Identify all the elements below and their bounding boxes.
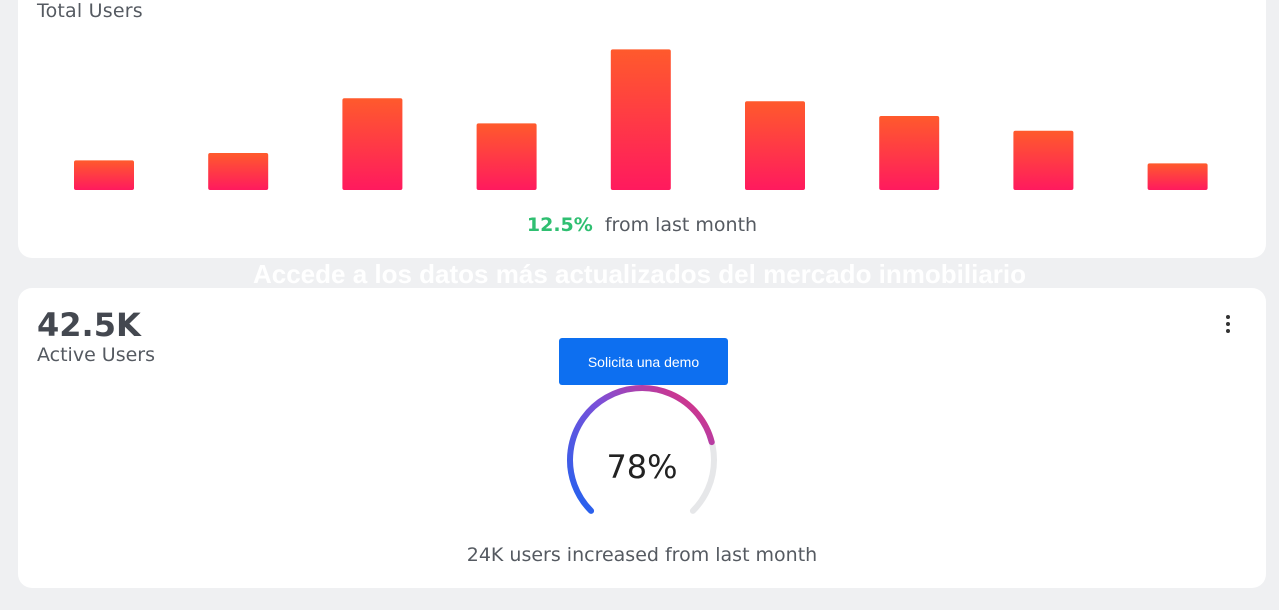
- bar-6: [745, 101, 805, 190]
- change-percent: 12.5%: [526, 214, 593, 236]
- bar-4: [476, 123, 537, 190]
- bar-2: [208, 153, 269, 190]
- active-users-value: 42.5K: [37, 306, 141, 344]
- bar-8: [1013, 130, 1074, 190]
- active-users-footer: 24K users increased from last month: [466, 544, 818, 566]
- active-users-label: Active Users: [37, 344, 156, 366]
- active-users-card: 42.5K Active Users Solicita una demo 78%…: [18, 288, 1266, 588]
- gauge-percent: 78%: [606, 448, 678, 486]
- active-users-gauge: [567, 385, 717, 514]
- change-text: from last month: [604, 214, 758, 236]
- more-vertical-icon[interactable]: [1218, 312, 1238, 338]
- bar-1: [74, 160, 134, 190]
- total-users-change: 12.5% from last month: [18, 214, 1266, 236]
- request-demo-button[interactable]: Solicita una demo: [559, 338, 728, 385]
- banner-heading: Accede a los datos más actualizados del …: [252, 259, 1027, 289]
- total-users-bar-chart: [74, 49, 1208, 191]
- total-users-card: Total Users 12.5% from last month: [18, 0, 1266, 258]
- bar-5: [610, 49, 671, 191]
- bar-3: [342, 98, 403, 190]
- gauge-fill: [567, 385, 715, 514]
- bar-7: [879, 116, 940, 190]
- total-users-title: Total Users: [37, 0, 143, 22]
- bar-9: [1147, 163, 1208, 190]
